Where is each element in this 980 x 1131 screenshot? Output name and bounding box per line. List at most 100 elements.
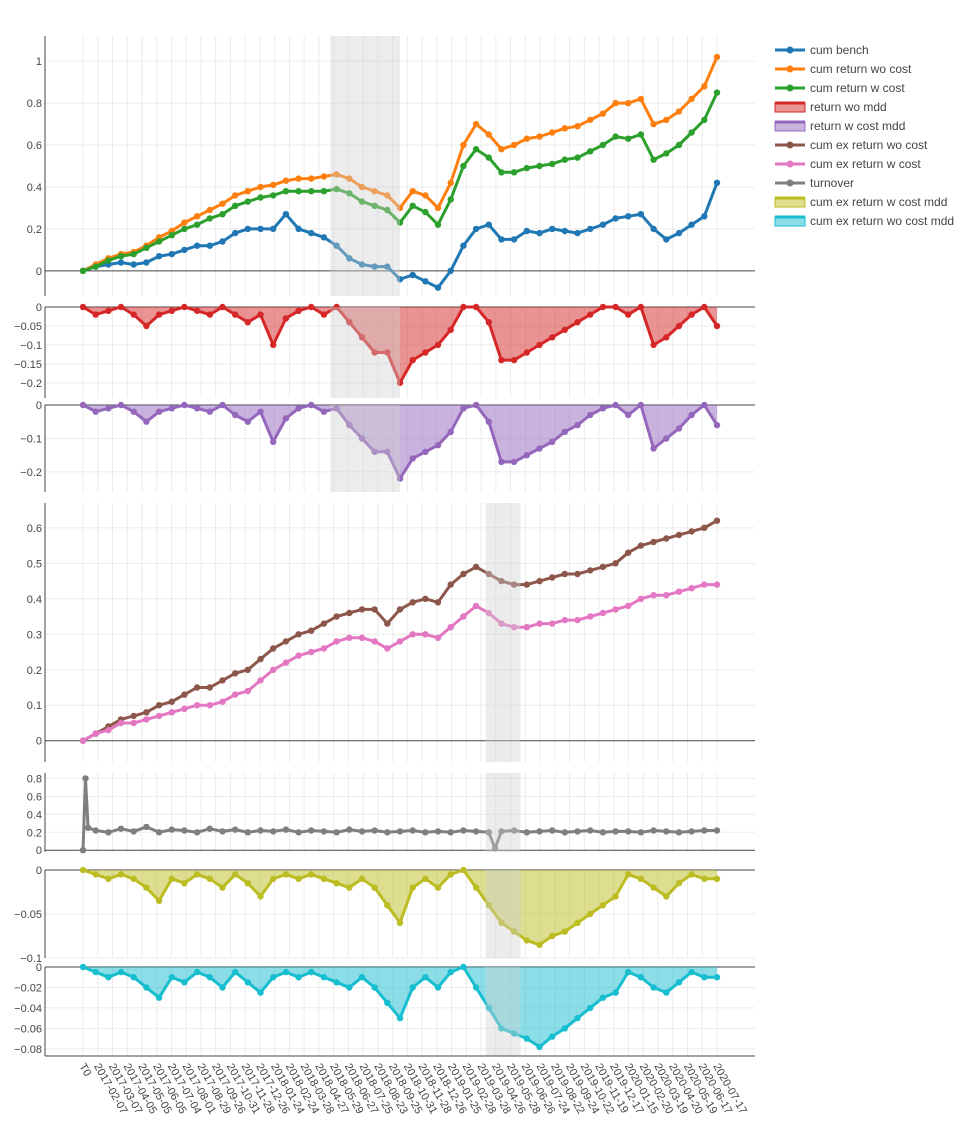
legend-item-cum-return-w-cost[interactable]: cum return w cost <box>775 81 905 95</box>
legend-item-turnover[interactable]: turnover <box>775 176 854 190</box>
point-cum-ex-return-w-cost-mdd <box>549 932 556 940</box>
point-turnover <box>206 825 213 832</box>
point-cum-ex-return-w-cost <box>409 631 416 638</box>
point-cum-ex-return-wo-cost <box>587 567 594 574</box>
point-return-w-cost-mdd <box>625 411 632 419</box>
panel-return-wo-mdd: 0 −0.05 −0.1 −0.15 −0.2 <box>14 302 755 398</box>
point-return-wo-mdd <box>713 322 721 330</box>
point-cum-ex-return-wo-cost <box>346 609 353 617</box>
legend-item-cum-ex-return-wo-cost[interactable]: cum ex return wo cost <box>775 138 928 152</box>
point-turnover <box>181 827 188 834</box>
point-return-wo-mdd <box>612 303 619 311</box>
point-cum-bench <box>244 225 251 233</box>
point-turnover <box>117 825 125 832</box>
point-cum-ex-return-w-cost <box>599 609 607 617</box>
point-cum-ex-return-w-cost-mdd <box>155 897 163 904</box>
point-return-wo-mdd <box>358 334 366 341</box>
point-cum-ex-return-wo-cost <box>409 599 416 606</box>
point-return-w-cost-mdd <box>232 411 239 419</box>
point-cum-bench <box>713 179 721 186</box>
legend-item-cum-ex-return-wo-cost-mdd[interactable]: cum ex return wo cost mdd <box>774 214 954 228</box>
area-cum-ex-return-wo-cost-mdd <box>83 967 717 1047</box>
point-cum-ex-return-w-cost <box>663 592 670 599</box>
y-tick-label: 0 <box>36 266 42 278</box>
point-cum-ex-return-wo-cost <box>181 691 188 698</box>
point-cum-ex-return-w-cost <box>308 648 315 656</box>
area-cum-ex-return-w-cost-mdd <box>83 870 717 945</box>
point-cum-ex-return-wo-cost-mdd <box>650 984 657 991</box>
point-return-wo-mdd <box>371 349 378 356</box>
legend-item-return-wo-mdd[interactable]: return wo mdd <box>774 100 887 114</box>
y-tick-label: 0.6 <box>27 791 42 803</box>
legend-item-cum-ex-return-w-cost[interactable]: cum ex return w cost <box>775 157 921 171</box>
legend-item-cum-ex-return-w-cost-mdd[interactable]: cum ex return w cost mdd <box>774 195 947 209</box>
point-cum-ex-return-w-cost-mdd <box>637 875 645 882</box>
point-turnover <box>193 829 201 836</box>
point-cum-return-w-cost <box>663 150 670 157</box>
point-cum-return-wo-cost <box>409 188 416 195</box>
point-cum-return-w-cost <box>650 156 657 163</box>
highlight-region <box>330 307 400 398</box>
point-cum-ex-return-w-cost <box>371 638 378 645</box>
point-cum-return-wo-cost <box>396 204 404 212</box>
legend-item-cum-return-wo-cost[interactable]: cum return wo cost <box>775 62 912 76</box>
point-cum-ex-return-wo-cost-mdd <box>536 1043 543 1051</box>
panel-cum-ex-returns: 0 0.1 0.2 0.3 0.4 0.5 0.6 <box>27 503 755 762</box>
point-cum-bench <box>282 211 290 218</box>
plot-panels: 00.20.40.60.810−0.05−0.1−0.15−0.20−0.1−0… <box>14 36 755 1056</box>
point-cum-ex-return-w-cost <box>574 616 581 624</box>
point-turnover <box>270 828 277 835</box>
legend-swatch-marker <box>786 84 794 92</box>
y-tick-label: 0.4 <box>27 809 42 821</box>
point-cum-ex-return-wo-cost-mdd <box>510 1030 518 1037</box>
point-cum-ex-return-w-cost <box>295 652 302 659</box>
point-cum-ex-return-w-cost <box>460 613 467 620</box>
point-cum-bench <box>574 229 581 237</box>
y-tick-label: 0.8 <box>27 98 42 110</box>
point-cum-ex-return-wo-cost <box>308 627 315 634</box>
point-return-w-cost-mdd <box>346 421 353 429</box>
point-turnover <box>675 829 683 836</box>
legend-item-cum-bench[interactable]: cum bench <box>775 43 869 57</box>
highlight-region <box>330 36 400 296</box>
point-cum-ex-return-wo-cost-mdd <box>523 1035 530 1042</box>
point-return-w-cost-mdd <box>270 438 277 445</box>
point-cum-ex-return-wo-cost-mdd <box>434 984 442 991</box>
point-cum-return-w-cost <box>637 131 645 138</box>
point-return-w-cost-mdd <box>612 401 619 409</box>
legend-label: return w cost mdd <box>810 119 905 133</box>
point-cum-ex-return-w-cost-mdd <box>181 880 188 887</box>
point-cum-return-w-cost <box>422 208 429 216</box>
point-cum-ex-return-wo-cost-mdd <box>472 984 480 991</box>
y-tick-label: −0.04 <box>14 1003 42 1015</box>
point-cum-ex-return-wo-cost <box>574 570 581 578</box>
point-cum-bench <box>663 236 670 243</box>
point-cum-return-w-cost <box>168 232 175 239</box>
point-cum-ex-return-w-cost-mdd <box>130 875 137 882</box>
point-cum-ex-return-wo-cost <box>485 570 492 578</box>
point-cum-ex-return-wo-cost <box>675 531 683 539</box>
point-cum-ex-return-wo-cost-mdd <box>574 1014 581 1022</box>
point-cum-ex-return-w-cost-mdd <box>434 884 442 891</box>
point-return-w-cost-mdd <box>447 428 454 435</box>
legend-swatch-marker <box>786 46 794 54</box>
point-return-wo-mdd <box>105 307 112 314</box>
point-return-w-cost-mdd <box>599 405 607 412</box>
point-cum-ex-return-w-cost-mdd <box>713 875 721 882</box>
point-cum-return-w-cost <box>561 156 568 163</box>
legend-item-return-w-cost-mdd[interactable]: return w cost mdd <box>774 119 905 133</box>
point-cum-bench <box>599 221 607 228</box>
point-cum-bench <box>625 213 632 220</box>
point-return-w-cost-mdd <box>358 435 366 442</box>
point-cum-ex-return-wo-cost <box>625 549 632 556</box>
y-tick-label: 0 <box>36 736 42 748</box>
point-cum-return-wo-cost <box>599 110 607 117</box>
point-turnover <box>371 827 378 834</box>
point-cum-ex-return-wo-cost-mdd <box>270 974 277 981</box>
point-return-w-cost-mdd <box>117 401 125 409</box>
point-turnover <box>688 828 695 835</box>
legend[interactable]: cum bench cum return wo cost cum return w … <box>774 43 954 228</box>
point-turnover <box>244 829 251 836</box>
point-cum-ex-return-wo-cost-mdd <box>346 984 353 991</box>
point-cum-ex-return-w-cost <box>523 624 530 631</box>
